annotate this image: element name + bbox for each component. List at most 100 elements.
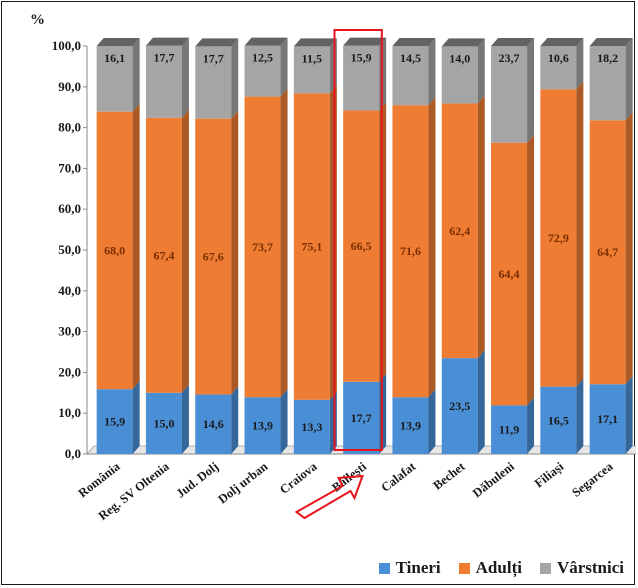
legend-label: Tineri xyxy=(395,558,441,577)
data-label: 16,5 xyxy=(548,413,569,427)
legend-item: Vârstnici xyxy=(539,558,624,578)
bar-segment-side xyxy=(132,38,140,112)
data-label: 14,0 xyxy=(449,51,470,65)
bar-segment xyxy=(145,392,182,454)
bar-segment xyxy=(343,45,380,111)
bar-segment-side xyxy=(477,95,485,359)
bar-segment xyxy=(244,397,281,454)
y-tick-label: 20,0 xyxy=(58,364,81,379)
bar-segment xyxy=(441,46,478,104)
bar-segment-side xyxy=(132,381,140,454)
bar-segment xyxy=(491,142,528,406)
data-label: 13,3 xyxy=(301,420,322,434)
legend-label: Vârstnici xyxy=(556,558,624,577)
legend-swatch xyxy=(539,562,551,574)
category-label: Bechet xyxy=(431,459,469,493)
bar-segment xyxy=(293,93,330,400)
y-tick-label: 60,0 xyxy=(58,201,81,216)
data-label: 15,0 xyxy=(153,416,174,430)
bar-segment-side xyxy=(280,389,288,454)
bar-segment-top xyxy=(589,38,633,46)
bar-segment-top xyxy=(195,38,239,47)
y-tick-label: 100,0 xyxy=(52,38,81,53)
bar-segment-side xyxy=(576,378,584,454)
data-label: 17,7 xyxy=(153,51,174,65)
data-label: 67,4 xyxy=(153,248,174,262)
category-label: Calafat xyxy=(378,459,418,495)
bar-segment xyxy=(540,46,577,90)
bar-segment xyxy=(195,46,232,119)
data-label: 68,0 xyxy=(104,243,125,257)
highlight-box xyxy=(333,29,383,451)
y-tick-label: 80,0 xyxy=(58,120,81,135)
bar-segment xyxy=(491,405,528,454)
bar-segment-top xyxy=(491,38,535,46)
category-label: Jud. Dolj xyxy=(174,459,221,500)
data-label: 23,7 xyxy=(499,51,520,65)
bar-segment-side xyxy=(625,112,633,385)
bar-segment-top xyxy=(145,37,189,46)
data-label: 10,6 xyxy=(548,51,569,65)
bar-segment xyxy=(343,381,380,454)
bar-segment-top xyxy=(293,38,337,47)
data-label: 67,6 xyxy=(203,250,224,264)
bar-segment xyxy=(343,110,380,382)
data-label: 71,6 xyxy=(400,244,421,258)
bar-segment xyxy=(244,96,281,398)
data-label: 75,1 xyxy=(301,240,322,254)
bar-segment xyxy=(145,117,182,393)
bar-segment-side xyxy=(428,389,436,454)
data-label: 17,1 xyxy=(597,412,618,426)
bar-segment-side xyxy=(181,109,189,393)
data-label: 15,9 xyxy=(351,51,372,65)
bar-segment xyxy=(540,89,577,387)
bar-segment-side xyxy=(231,38,239,119)
data-label: 14,5 xyxy=(400,51,421,65)
bar-segment-side xyxy=(329,38,337,94)
category-label: Dolj urban xyxy=(216,459,271,506)
category-label: Dăbuleni xyxy=(470,459,517,500)
data-label: 11,9 xyxy=(499,423,519,437)
bar-segment-side xyxy=(527,397,535,454)
bar-segment-top xyxy=(441,38,485,47)
bar-segment xyxy=(96,46,133,112)
legend-item: Adulți xyxy=(458,558,522,578)
data-label: 15,9 xyxy=(104,415,125,429)
bar-segment-side xyxy=(428,38,436,106)
bar-segment xyxy=(96,111,133,390)
bar-segment-side xyxy=(231,110,239,395)
bar-segment xyxy=(96,389,133,454)
bar-segment-side xyxy=(527,38,535,143)
data-label: 23,5 xyxy=(449,399,470,413)
bar-segment-side xyxy=(181,37,189,118)
y-tick-label: 90,0 xyxy=(58,79,81,94)
y-tick-label: 40,0 xyxy=(58,283,81,298)
data-label: 17,7 xyxy=(351,411,372,425)
highlight-arrow xyxy=(294,474,364,520)
legend-label: Adulți xyxy=(475,558,522,577)
y-tick-label: 0,0 xyxy=(65,446,81,461)
category-label: Segarcea xyxy=(569,459,616,500)
bar-segment xyxy=(195,394,232,454)
data-label: 62,4 xyxy=(449,224,470,238)
data-label: 64,4 xyxy=(499,267,520,281)
category-label: Filiași xyxy=(532,459,567,491)
bar-segment xyxy=(441,358,478,454)
bar-segment-side xyxy=(576,81,584,387)
data-label: 18,2 xyxy=(597,51,618,65)
legend-item: Tineri xyxy=(378,558,441,578)
data-label: 66,5 xyxy=(351,239,372,253)
data-label: 13,9 xyxy=(400,419,421,433)
bar-segment-side xyxy=(527,134,535,406)
y-axis-unit-label: % xyxy=(30,12,45,28)
bar-segment xyxy=(392,46,429,106)
data-label: 11,5 xyxy=(302,51,322,65)
bar-segment xyxy=(441,103,478,359)
data-label: 12,5 xyxy=(252,51,273,65)
bar-segment xyxy=(589,384,626,454)
bar-segment xyxy=(392,105,429,398)
bar-segment-side xyxy=(477,38,485,104)
bar-segment-side xyxy=(132,103,140,390)
data-label: 14,6 xyxy=(203,417,224,431)
